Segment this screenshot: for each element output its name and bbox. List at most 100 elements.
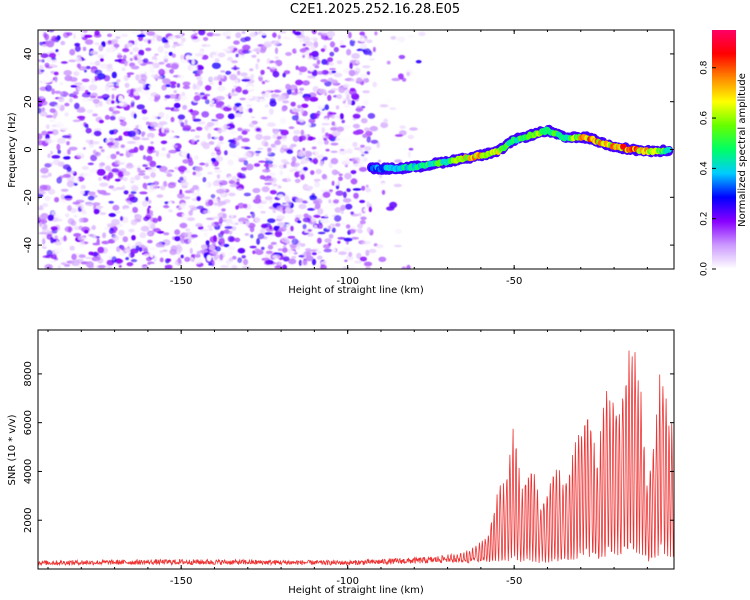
noise-speck [214,221,220,225]
noise-speck [39,41,43,46]
noise-speck [68,97,73,103]
noise-speck [135,245,140,251]
noise-speck [70,85,78,88]
noise-speck [211,62,221,69]
noise-speck [218,135,224,142]
noise-speck [292,108,301,113]
noise-speck [146,147,154,155]
y-tick-label: -20 [23,189,34,205]
noise-speck [243,151,252,159]
noise-speck [220,265,229,268]
noise-speck [358,166,368,172]
noise-speck [126,262,134,267]
noise-speck [157,215,162,222]
noise-speck [217,85,226,92]
noise-speck [111,94,115,100]
noise-speck [314,178,319,183]
snr-x-axis: -150 -100 -50 [47,330,648,587]
noise-speck [246,104,252,107]
noise-speck [247,95,254,99]
noise-speck [362,65,371,69]
noise-speck [47,188,56,195]
noise-speck [363,100,369,106]
noise-speck [132,136,141,141]
noise-speck [265,250,273,255]
noise-speck [223,125,230,129]
noise-speck [73,82,83,86]
noise-speck [270,143,276,148]
noise-speck [336,126,345,132]
noise-speck [358,51,363,57]
noise-speck [208,227,213,231]
noise-speck [275,244,280,248]
noise-speck [92,149,97,155]
noise-speck [326,259,334,267]
noise-speck [168,136,177,139]
noise-speck [180,122,185,127]
noise-speck [68,146,78,151]
noise-speck [111,168,120,173]
noise-speck [146,207,150,214]
noise-speck [261,80,266,85]
noise-speck [112,110,121,114]
noise-speck [159,165,168,173]
noise-speck [245,220,250,227]
noise-speck [231,67,240,70]
y-tick-label: 2000 [23,507,34,532]
noise-speck [46,40,55,48]
noise-speck [274,140,282,145]
noise-speck [311,252,317,256]
noise-speck [354,41,359,49]
noise-speck [307,208,316,211]
noise-speck [365,266,371,269]
noise-speck [280,184,285,187]
noise-speck [41,130,48,136]
noise-speck [249,245,257,249]
noise-speck [315,198,323,205]
noise-speck [141,116,149,121]
noise-speck [170,63,179,70]
noise-speck [333,115,340,119]
noise-speck [193,242,198,246]
noise-speck [331,70,337,74]
noise-speck [306,185,314,191]
noise-speck [164,94,171,99]
noise-speck [252,187,261,194]
noise-speck [336,94,343,100]
noise-speck [272,128,280,135]
noise-speck [77,88,85,92]
noise-speck [87,92,91,95]
noise-speck [83,30,88,33]
noise-speck [291,238,299,245]
noise-speck [264,182,273,186]
noise-speck [64,85,70,89]
noise-speck [229,93,239,97]
noise-speck [311,50,319,58]
noise-speck [45,84,52,92]
noise-speck [229,74,238,81]
noise-speck [191,138,195,145]
noise-speck [260,48,266,54]
noise-speck [366,71,371,75]
noise-speck [302,224,307,230]
noise-speck [142,200,148,207]
noise-speck [83,34,93,38]
noise-speck [241,255,246,259]
noise-speck [188,109,194,113]
noise-speck [164,127,170,132]
noise-speck [255,133,263,141]
snr-y-label: SNR (10 * v/v) [7,414,18,485]
noise-speck [181,91,186,96]
noise-speck [293,56,301,63]
noise-speck [126,141,136,144]
noise-speck [355,107,364,112]
noise-speck [59,82,64,86]
noise-speck [303,150,313,158]
noise-speck [317,154,325,159]
noise-speck [307,136,314,141]
colorbar: 0.0 0.2 0.4 0.6 0.8 Normalized spectral ampl… [700,30,748,276]
noise-speck [282,256,290,262]
noise-speck [114,137,123,141]
noise-speck [237,257,243,264]
noise-speck [177,74,185,80]
